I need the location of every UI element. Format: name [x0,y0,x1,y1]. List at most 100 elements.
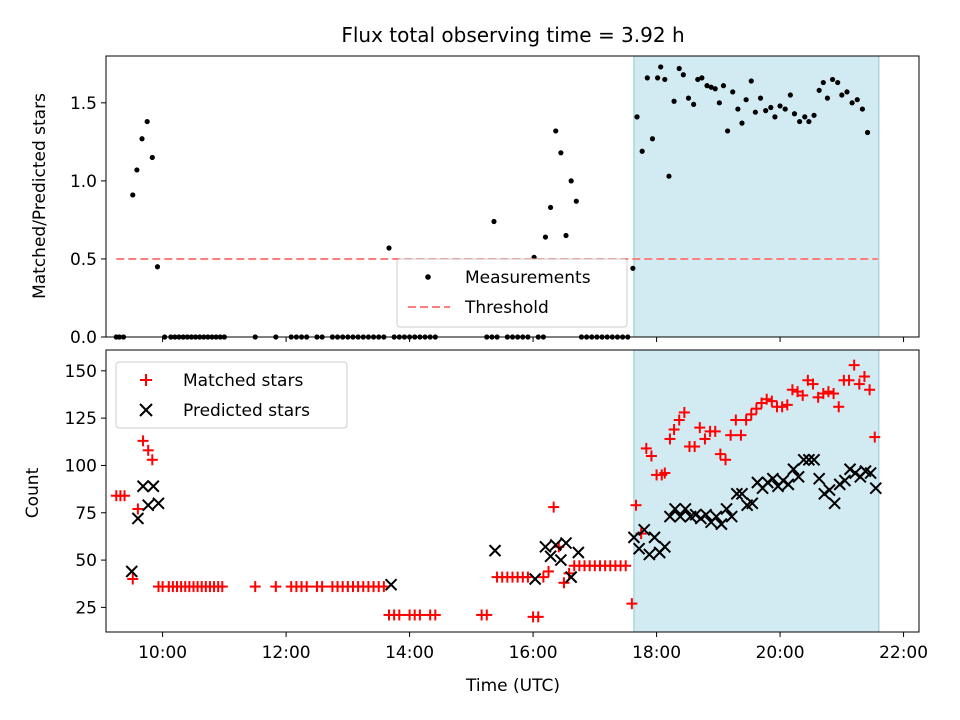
matched-star-point [776,401,788,413]
measurement-point [724,128,731,134]
bottom-y-tick-label: 75 [75,504,97,524]
matched-star-point [720,454,732,466]
measurement-point [820,79,826,86]
matched-star-point [730,414,742,426]
measurement-point [695,76,701,83]
bottom-y-tick-label: 125 [65,409,97,429]
matched-star-point [146,454,158,466]
predicted-star-point [674,510,687,523]
x-axis-label: Time (UTC) [465,676,560,696]
measurement-point [757,95,764,101]
measurement-point [639,148,645,154]
predicted-star-point [544,550,557,563]
predicted-star-point [539,540,552,554]
measurement-point [558,150,564,156]
bottom-y-axis-label: Count [23,467,43,518]
predicted-star-point [807,453,821,466]
measurement-point [708,84,714,90]
matched-star-point [216,581,228,593]
matched-star-point [797,389,809,401]
top-y-tick-label: 0.5 [70,250,97,270]
figure-title: Flux total observing time = 3.92 h [341,23,684,47]
measurement-point [854,97,860,103]
matched-star-point [668,423,680,435]
bottom-legend-box [115,361,348,429]
legend-predicted-label: Predicted stars [183,401,310,421]
matched-star-point [678,406,690,418]
measurement-point [553,128,559,134]
measurement-point [655,75,661,81]
measurement-point [154,264,161,270]
matched-star-point [828,388,840,400]
measurement-point [752,109,758,115]
predicted-star-point [125,565,138,578]
matched-star-point [522,571,534,583]
predicted-star-point [638,523,651,537]
matched-star-point [630,499,642,511]
top-y-tick-label: 1.5 [70,94,97,114]
matched-star-point [537,571,549,583]
matched-star-point [532,611,544,623]
predicted-star-point [643,548,656,561]
x-tick-label: 16:00 [509,643,558,663]
bottom-data-marks [110,359,882,623]
matched-star-point [807,378,819,390]
measurement-point [676,65,682,72]
matched-star-point [481,609,493,621]
matched-star-point [142,444,154,456]
x-tick-label: 20:00 [756,643,805,663]
matched-star-point [745,408,757,420]
predicted-star-point [528,572,542,586]
matched-star-point [725,429,737,441]
measurement-point [739,120,745,126]
measurement-point [768,104,774,111]
legend-matched-marker [140,374,152,386]
matched-star-point [735,429,747,441]
measurement-point [772,114,778,120]
measurement-point [787,92,793,98]
matched-star-point [761,393,773,405]
matched-star-point [270,581,282,593]
bottom-plot-frame [105,349,920,633]
measurement-point [720,83,727,89]
top-legend-box [396,258,628,328]
measurement-point [144,118,150,125]
matched-star-point [817,388,829,400]
measurement-point [699,75,705,81]
legend-matched-label: Matched stars [183,371,303,391]
matched-star-point [699,433,711,445]
predicted-star-point [797,453,810,466]
measurement-point [386,245,392,251]
measurement-point [735,106,741,112]
predicted-star-point [720,502,733,516]
matched-star-point [301,581,313,593]
top-plot-frame [105,55,920,338]
legend-measurements-label: Measurements [465,268,591,288]
measurement-point [816,87,822,93]
matched-star-point [864,384,876,396]
measurement-point [802,114,808,120]
matched-star-point [127,573,139,585]
bottom-axes: 10:00 12:00 14:00 16:00 18:00 20:00 22:00 25 50 7… [65,362,929,663]
matched-star-point [659,467,671,479]
matched-star-point [414,609,426,621]
predicted-star-point [869,481,882,495]
x-tick-label: 12:00 [262,643,311,663]
bottom-shaded-region [633,349,880,633]
matched-star-point [822,386,834,398]
matched-star-point [689,441,701,453]
measurement-point [691,101,697,107]
matched-star-point [543,565,555,577]
measurement-point [743,97,749,103]
matched-star-point [137,435,149,447]
measurement-point [806,118,812,125]
measurement-point [839,92,845,98]
predicted-star-point [730,487,744,501]
x-tick-label: 18:00 [632,643,681,663]
measurement-point [849,100,855,106]
legend-measurements-marker [425,274,431,280]
matched-star-point [848,359,860,371]
predicted-star-point [131,512,145,525]
bottom-y-tick-label: 150 [65,362,97,382]
matched-star-point [393,609,405,621]
